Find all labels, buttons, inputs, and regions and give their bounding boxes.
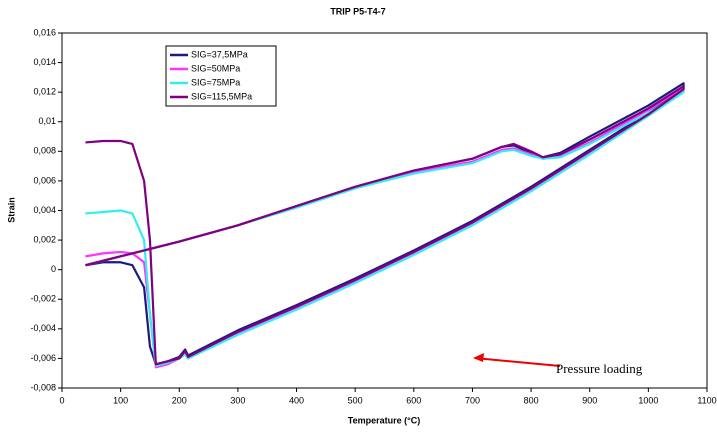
legend-label: SIG=75MPa <box>191 77 240 87</box>
x-tick-label: 0 <box>59 395 64 405</box>
x-tick-label: 800 <box>524 395 539 405</box>
x-tick-label: 500 <box>348 395 363 405</box>
x-axis-label: Temperature (°C) <box>348 415 420 425</box>
legend-label: SIG=50MPa <box>191 63 240 73</box>
series-line <box>85 89 685 367</box>
y-tick-label: 0,01 <box>38 116 56 126</box>
x-tick-label: 600 <box>406 395 421 405</box>
x-tick-label: 300 <box>230 395 245 405</box>
legend-label: SIG=115,5MPa <box>191 91 252 101</box>
y-tick-label: -0,004 <box>30 323 56 333</box>
y-tick-label: 0,004 <box>33 205 56 215</box>
legend-label: SIG=37,5MPa <box>191 49 248 59</box>
y-tick-label: 0,016 <box>33 27 56 37</box>
x-tick-label: 900 <box>582 395 597 405</box>
series-line <box>85 86 685 369</box>
x-tick-label: 1000 <box>638 395 658 405</box>
x-tick-label: 100 <box>113 395 128 405</box>
annotation: Pressure loading <box>556 361 643 376</box>
y-tick-label: 0 <box>51 264 56 274</box>
y-tick-label: -0,002 <box>30 294 56 304</box>
series-line <box>85 85 685 366</box>
y-tick-label: 0,012 <box>33 87 56 97</box>
x-tick-label: 400 <box>289 395 304 405</box>
y-tick-label: 0,006 <box>33 175 56 185</box>
y-tick-label: 0,002 <box>33 234 56 244</box>
chart-title: TRIP P5-T4-7 <box>330 6 385 16</box>
y-tick-label: -0,006 <box>30 353 56 363</box>
y-axis-label: Strain <box>6 197 16 223</box>
plot-frame <box>61 32 708 389</box>
y-tick-label: 0,014 <box>33 57 56 67</box>
y-tick-label: 0,008 <box>33 146 56 156</box>
x-tick-label: 1100 <box>697 395 716 405</box>
arrowhead <box>473 353 484 362</box>
x-tick-label: 200 <box>172 395 187 405</box>
x-tick-label: 700 <box>465 395 480 405</box>
series-line <box>85 82 685 366</box>
annotation-arrow <box>474 357 561 367</box>
y-tick-label: -0,008 <box>30 382 56 392</box>
